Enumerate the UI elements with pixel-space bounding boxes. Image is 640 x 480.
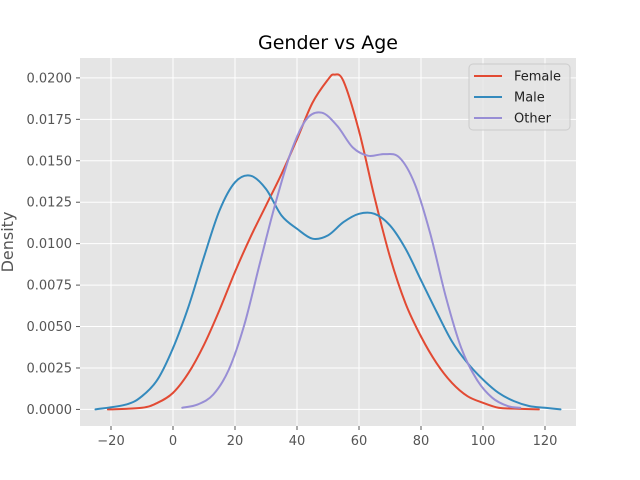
y-tick-label: 0.0200 xyxy=(27,71,73,86)
legend: Female Male Other xyxy=(468,63,571,131)
y-axis-ticks: 0.0000 0.0025 0.0050 0.0075 0.0100 0.0125 0.01… xyxy=(27,71,80,418)
legend-label-other: Other xyxy=(514,112,552,127)
legend-label-female: Female xyxy=(514,70,561,85)
y-tick-label: 0.0125 xyxy=(27,196,73,211)
x-tick-label: 100 xyxy=(471,434,496,449)
x-axis-ticks: −20 0 20 40 60 80 100 120 xyxy=(97,426,557,449)
legend-frame xyxy=(468,63,571,131)
x-tick-label: 60 xyxy=(351,434,368,449)
x-tick-label: 40 xyxy=(289,434,306,449)
y-tick-label: 0.0025 xyxy=(27,361,73,376)
x-tick-label: 80 xyxy=(413,434,430,449)
x-tick-label: −20 xyxy=(97,434,124,449)
y-tick-label: 0.0175 xyxy=(27,113,73,128)
x-tick-label: 0 xyxy=(169,434,177,449)
y-axis-label: Density xyxy=(0,212,17,273)
y-tick-label: 0.0075 xyxy=(27,279,73,294)
y-tick-label: 0.0100 xyxy=(27,237,73,252)
series-line-female xyxy=(106,73,540,411)
legend-label-male: Male xyxy=(514,91,545,106)
x-tick-label: 120 xyxy=(533,434,558,449)
series-line-other xyxy=(181,111,522,409)
y-tick-label: 0.0000 xyxy=(27,403,73,418)
series-line-male xyxy=(94,174,562,411)
x-tick-label: 20 xyxy=(227,434,244,449)
y-tick-label: 0.0050 xyxy=(27,320,73,335)
chart-title: Gender vs Age xyxy=(258,32,398,54)
series-lines xyxy=(94,73,562,411)
y-tick-label: 0.0150 xyxy=(27,154,73,169)
